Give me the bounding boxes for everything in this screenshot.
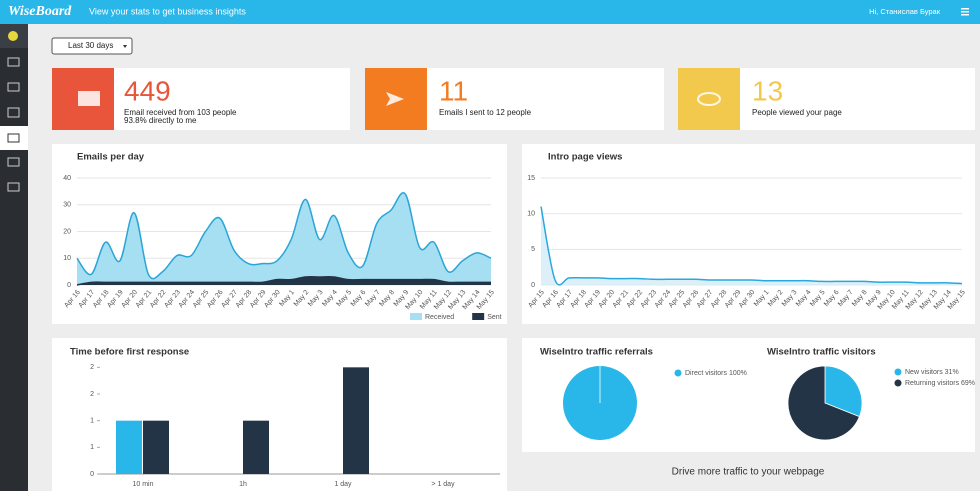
sidebar-icon[interactable] — [7, 182, 20, 192]
stat-icon-glyph — [386, 92, 404, 106]
y-tick-label: 5 — [531, 246, 535, 253]
date-filter[interactable] — [51, 37, 133, 55]
date-filter-label: Last 30 days — [68, 41, 113, 50]
bar — [243, 420, 269, 474]
cta-text[interactable]: Drive more traffic to your webpage — [672, 467, 825, 478]
x-tick-label: 1 day — [334, 481, 352, 488]
y-tick-label: 1 — [90, 444, 94, 451]
sidebar-icon — [7, 133, 20, 143]
y-tick-label: 15 — [527, 175, 535, 182]
stat-icon-glyph — [78, 91, 100, 106]
sidebar-item-active[interactable] — [0, 126, 28, 150]
stat-icon — [678, 68, 740, 130]
stat-value: 11 — [439, 75, 468, 106]
bar — [116, 420, 142, 474]
chart-title: WiseIntro traffic referrals — [540, 347, 653, 358]
menu-icon[interactable] — [961, 8, 969, 16]
stat-text: Email received from 103 people — [124, 108, 237, 117]
sidebar — [0, 24, 28, 491]
line — [76, 276, 491, 286]
pie-slice — [824, 365, 863, 418]
user-greeting[interactable]: Hi, Станислав Бурак — [869, 7, 941, 16]
y-tick-label: 2 — [90, 364, 94, 371]
sidebar-icon[interactable] — [7, 82, 20, 92]
x-tick-label: > 1 day — [431, 481, 455, 488]
legend-label: Direct visitors 100% — [685, 370, 747, 377]
legend-label: Sent — [487, 314, 501, 321]
logo[interactable]: WiseBoard — [8, 4, 72, 19]
chart-title: Emails per day — [77, 152, 145, 163]
stat-text: People viewed your page — [752, 108, 842, 117]
stat-text: Emails I sent to 12 people — [439, 108, 532, 117]
legend-swatch — [674, 369, 682, 377]
panel — [522, 144, 975, 324]
legend-label: Received — [425, 314, 454, 321]
legend-swatch — [410, 313, 422, 320]
stat-value: 13 — [752, 75, 783, 106]
y-tick-label: 30 — [63, 202, 71, 209]
stat-icon-glyph — [697, 92, 721, 106]
chart-title: Intro page views — [548, 152, 622, 163]
pie-slice — [787, 365, 860, 441]
line — [76, 191, 492, 280]
y-tick-label: 2 — [90, 391, 94, 398]
legend-label: Returning visitors 69% — [905, 380, 975, 387]
chart-title: WiseIntro traffic visitors — [767, 347, 876, 358]
line — [540, 206, 963, 286]
chart-title: Time before first response — [70, 347, 189, 358]
sidebar-icon — [8, 31, 18, 41]
sidebar-icon[interactable] — [7, 57, 20, 67]
y-tick-label: 20 — [63, 228, 71, 235]
dropdown-arrow — [123, 45, 127, 48]
legend-swatch — [894, 379, 902, 387]
stat-value: 449 — [124, 75, 171, 106]
y-tick-label: 10 — [527, 211, 535, 218]
stat-text: 93.8% directly to me — [124, 116, 197, 125]
bar — [143, 420, 169, 474]
top-bar — [0, 0, 980, 24]
y-tick-label: 0 — [531, 282, 535, 289]
legend-swatch — [894, 368, 902, 376]
x-tick-label: 1h — [239, 481, 247, 488]
sidebar-icon[interactable] — [7, 157, 20, 167]
x-tick-label: 10 min — [132, 481, 153, 488]
y-tick-label: 10 — [63, 255, 71, 262]
tagline: View your stats to get business insights — [89, 6, 246, 16]
area — [77, 192, 491, 285]
y-tick-label: 0 — [90, 471, 94, 478]
legend-label: New visitors 31% — [905, 369, 959, 376]
sidebar-icon[interactable] — [7, 107, 20, 118]
y-tick-label: 0 — [67, 282, 71, 289]
legend-swatch — [472, 313, 485, 320]
y-tick-label: 40 — [63, 175, 71, 182]
y-tick-label: 1 — [90, 418, 94, 425]
bar — [343, 367, 369, 474]
